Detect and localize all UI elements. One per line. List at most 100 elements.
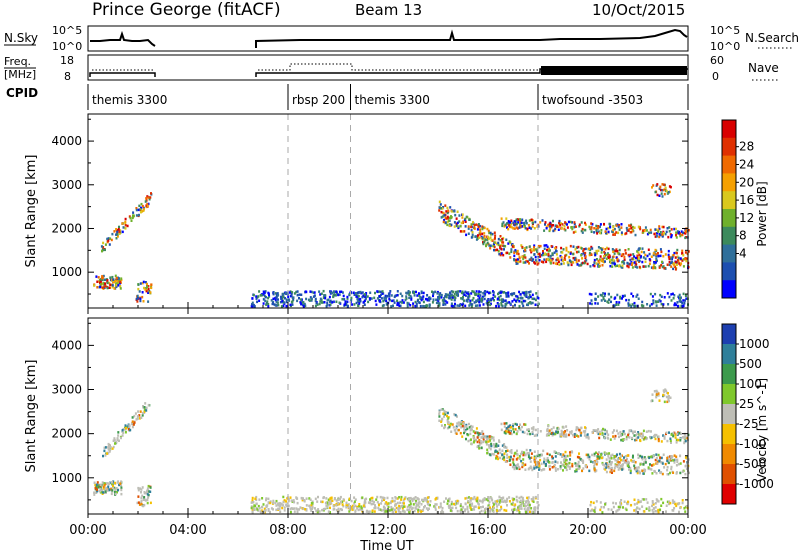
range-gate-cell <box>359 299 362 303</box>
range-gate-cell <box>576 467 579 471</box>
range-gate-cell <box>569 252 572 255</box>
range-gate-cell <box>517 466 520 469</box>
range-gate-cell <box>487 237 490 241</box>
range-gate-cell <box>251 508 254 511</box>
range-gate-cell <box>681 501 684 505</box>
range-gate-cell <box>514 466 517 469</box>
range-gate-cell <box>608 298 611 301</box>
range-gate-cell <box>435 298 438 301</box>
range-gate-cell <box>556 427 559 430</box>
range-gate-cell <box>624 455 627 458</box>
range-gate-cell <box>312 291 315 294</box>
range-gate-cell <box>647 248 650 251</box>
range-gate-cell <box>515 498 518 502</box>
range-gate-cell <box>111 275 114 279</box>
range-gate-cell <box>250 501 253 504</box>
range-gate-cell <box>532 497 535 501</box>
range-gate-cell <box>488 231 491 235</box>
range-gate-cell <box>111 447 114 450</box>
range-gate-cell <box>561 455 564 458</box>
range-gate-cell <box>417 508 420 512</box>
range-gate-cell <box>98 280 101 283</box>
range-gate-cell <box>319 300 322 303</box>
range-gate-cell <box>661 189 664 192</box>
range-gate-cell <box>554 246 557 250</box>
range-gate-cell <box>578 225 581 228</box>
range-gate-cell <box>546 433 549 436</box>
range-gate-cell <box>106 286 109 290</box>
range-gate-cell <box>482 242 485 246</box>
range-gate-cell <box>544 223 546 226</box>
nsky-tick-bottom: 10^0 <box>52 40 82 53</box>
range-gate-cell <box>531 293 534 297</box>
range-gate-cell <box>353 502 356 505</box>
range-gate-cell <box>461 230 464 233</box>
range-gate-cell <box>520 244 523 247</box>
range-gate-cell <box>501 453 504 456</box>
range-gate-cell <box>516 463 519 466</box>
range-gate-cell <box>418 505 421 509</box>
range-gate-cell <box>363 499 366 502</box>
range-gate-cell <box>488 444 490 447</box>
range-gate-cell <box>426 294 429 297</box>
range-gate-cell <box>267 508 270 511</box>
range-gate-cell <box>487 505 490 509</box>
range-gate-cell <box>663 435 666 438</box>
range-gate-cell <box>571 227 574 231</box>
nsky-line-late <box>255 28 688 48</box>
range-gate-cell <box>382 505 385 509</box>
range-gate-cell <box>569 454 572 457</box>
range-gate-cell <box>329 497 332 500</box>
range-gate-cell <box>634 508 637 512</box>
range-gate-cell <box>101 249 103 253</box>
range-gate-cell <box>549 226 552 229</box>
range-gate-cell <box>610 508 613 511</box>
range-gate-cell <box>443 214 446 217</box>
range-gate-cell <box>96 286 99 289</box>
range-gate-cell <box>456 415 458 418</box>
range-gate-cell <box>637 248 640 251</box>
range-gate-cell <box>654 292 657 296</box>
range-gate-cell <box>603 506 605 509</box>
range-gate-cell <box>667 235 670 239</box>
range-gate-cell <box>552 229 555 233</box>
range-gate-cell <box>596 460 599 464</box>
range-gate-cell <box>526 432 529 436</box>
range-gate-cell <box>456 225 459 228</box>
range-gate-cell <box>510 451 513 455</box>
range-gate-cell <box>514 299 517 303</box>
range-gate-cell <box>628 224 630 227</box>
range-gate-cell <box>264 290 267 293</box>
nsky-strip: N.Sky 10^5 10^0 10^5 10^0 N.Search <box>4 24 799 53</box>
range-gate-cell <box>358 301 361 304</box>
colorbar-tick-label: -1000 <box>739 477 774 491</box>
range-gate-cell <box>298 508 301 511</box>
range-gate-cell <box>353 293 356 296</box>
range-gate-cell <box>597 249 600 252</box>
range-gate-cell <box>373 296 376 300</box>
range-gate-cell <box>652 302 655 305</box>
range-gate-cell <box>661 265 664 269</box>
range-gate-cell <box>489 236 492 239</box>
range-gate-cell <box>510 432 513 436</box>
range-gate-cell <box>513 452 516 455</box>
range-gate-cell <box>598 258 601 261</box>
range-gate-cell <box>453 502 455 506</box>
range-gate-cell <box>470 508 473 511</box>
range-gate-cell <box>260 294 263 297</box>
range-gate-cell <box>136 296 139 300</box>
range-gate-cell <box>529 301 532 304</box>
range-gate-cell <box>272 501 275 505</box>
range-gate-cell <box>664 462 667 466</box>
range-gate-cell <box>506 497 509 501</box>
range-gate-cell <box>483 226 486 230</box>
range-gate-cell <box>584 464 587 467</box>
range-gate-cell <box>663 231 665 235</box>
range-gate-cell <box>456 509 459 513</box>
range-gate-cell <box>382 304 385 307</box>
range-gate-cell <box>581 261 584 265</box>
range-gate-cell <box>584 256 587 260</box>
range-gate-cell <box>494 449 497 452</box>
range-gate-cell <box>379 508 382 511</box>
range-gate-cell <box>666 292 669 295</box>
